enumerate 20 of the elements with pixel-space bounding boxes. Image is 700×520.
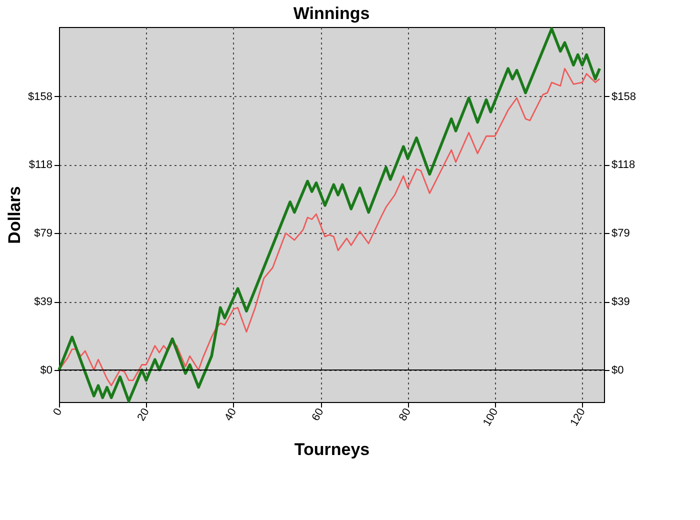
chart-title: Winnings: [293, 4, 370, 23]
y2-tick-label: $79: [612, 228, 630, 240]
x-axis-title: Tourneys: [294, 440, 370, 459]
x-tick-label: 80: [396, 406, 414, 424]
x-tick-label: 20: [135, 406, 152, 424]
y2-tick-label: $158: [612, 90, 636, 103]
y-tick-label: $0: [40, 364, 52, 376]
y-tick-label: $158: [28, 90, 52, 103]
y2-tick-label: $39: [612, 296, 630, 308]
y-tick-label: $79: [34, 228, 52, 240]
x-tick-label: 40: [222, 406, 240, 424]
y-tick-label: $118: [28, 159, 52, 172]
y-tick-label: $39: [34, 296, 52, 308]
x-tick-label: 0: [51, 406, 65, 418]
y2-tick-label: $118: [612, 159, 636, 172]
y2-tick-label: $0: [612, 364, 624, 376]
y-axis-title: Dollars: [5, 186, 24, 244]
x-tick-label: 120: [568, 406, 588, 428]
x-tick-label: 60: [310, 406, 326, 424]
x-tick-label: 100: [481, 406, 501, 428]
